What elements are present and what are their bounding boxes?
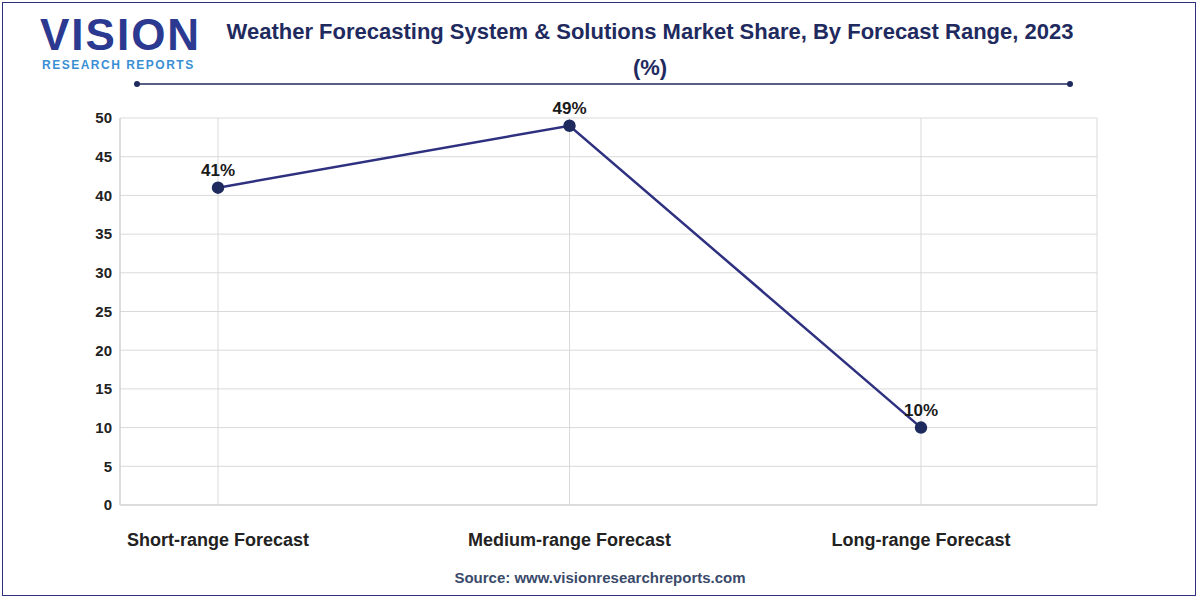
svg-text:49%: 49% xyxy=(552,99,586,118)
svg-text:25: 25 xyxy=(95,303,112,320)
svg-text:Short-range Forecast: Short-range Forecast xyxy=(127,530,309,550)
svg-text:5: 5 xyxy=(104,458,112,475)
svg-text:30: 30 xyxy=(95,264,112,281)
svg-text:10: 10 xyxy=(95,419,112,436)
svg-text:41%: 41% xyxy=(201,161,235,180)
html-text:Source: www.visionresearchrepo: Source: www.visionresearchreports.com xyxy=(454,569,746,586)
svg-text:35: 35 xyxy=(95,225,112,242)
svg-text:Long-range Forecast: Long-range Forecast xyxy=(831,530,1010,550)
svg-text:50: 50 xyxy=(95,109,112,126)
html-text:Weather Forecasting System & S: Weather Forecasting System & Solutions M… xyxy=(226,19,1074,80)
svg-text:10%: 10% xyxy=(904,401,938,420)
svg-text:45: 45 xyxy=(95,148,112,165)
html-text:RESEARCH REPORTS: RESEARCH REPORTS xyxy=(42,58,195,72)
svg-text:15: 15 xyxy=(95,380,112,397)
svg-text:Medium-range Forecast: Medium-range Forecast xyxy=(468,530,671,550)
svg-text:0: 0 xyxy=(104,496,112,513)
svg-text:40: 40 xyxy=(95,187,112,204)
svg-text:20: 20 xyxy=(95,342,112,359)
html-text:VISION: VISION xyxy=(40,10,202,59)
